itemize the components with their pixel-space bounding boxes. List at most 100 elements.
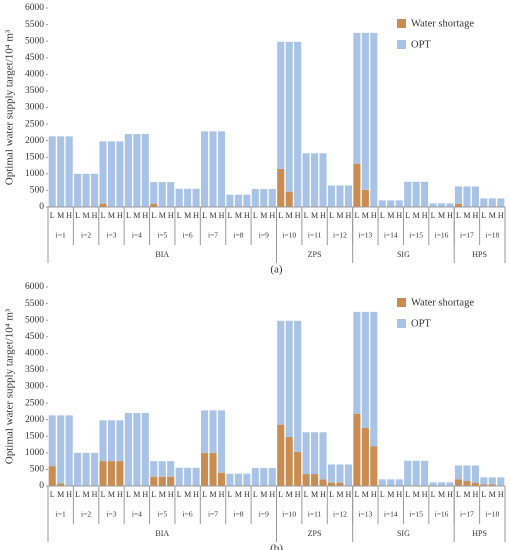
x-tick-label: M (463, 211, 470, 220)
x-tick-label: L (50, 490, 55, 499)
bar-segment (260, 189, 268, 207)
bar-segment (184, 467, 192, 486)
bar-segment (277, 41, 285, 169)
group-label: i=14 (384, 231, 398, 240)
y-tick-label: 5500 (25, 299, 44, 309)
bar-segment (201, 452, 209, 486)
bar-segment (387, 479, 395, 486)
bar-segment (395, 479, 403, 486)
bar-segment (74, 173, 82, 207)
bar-segment (302, 153, 310, 207)
x-tick-label: M (463, 490, 470, 499)
bar-segment (319, 432, 327, 480)
x-tick-label: M (235, 211, 242, 220)
x-tick-label: H (219, 211, 225, 220)
bar-segment (429, 482, 437, 486)
legend-swatch (397, 19, 406, 28)
group-label: i=11 (308, 510, 322, 519)
region-label: ZPS (308, 529, 322, 538)
bar-segment (116, 141, 124, 207)
x-tick-label: M (336, 490, 343, 499)
bar-segment (234, 473, 242, 486)
group-label: i=9 (259, 231, 269, 240)
y-tick-label: 1000 (25, 169, 44, 179)
x-tick-label: H (92, 211, 98, 220)
x-tick-label: L (456, 490, 461, 499)
x-tick-label: M (133, 490, 140, 499)
y-tick-label: 2000 (25, 136, 44, 146)
bar-segment (294, 41, 302, 207)
x-tick-label: L (405, 490, 410, 499)
bar-segment (387, 200, 395, 207)
bar-segment (336, 185, 344, 207)
bar-segment (158, 182, 166, 207)
bar-segment (353, 311, 361, 414)
bar-segment (302, 432, 310, 475)
bar-segment (412, 181, 420, 207)
bar-segment (243, 194, 251, 207)
group-label: i=4 (132, 231, 142, 240)
bar-segment (201, 131, 209, 207)
group-label: i=14 (384, 510, 398, 519)
group-label: i=4 (132, 510, 142, 519)
bar-segment (319, 153, 327, 207)
y-tick-label: 3000 (25, 382, 44, 392)
bar-segment (454, 479, 463, 486)
x-tick-label: L (253, 490, 258, 499)
bar-segment (327, 185, 336, 207)
x-tick-label: L (151, 211, 156, 220)
group-label: i=1 (56, 510, 66, 519)
x-tick-label: L (126, 490, 131, 499)
bar-segment (90, 452, 99, 486)
bar-segment (353, 413, 361, 486)
bar-segment (277, 320, 285, 425)
x-tick-label: M (159, 490, 166, 499)
group-label: i=17 (460, 231, 474, 240)
x-tick-label: M (489, 211, 496, 220)
bar-segment (226, 194, 234, 207)
x-tick-label: M (438, 490, 445, 499)
y-tick-label: 4500 (25, 332, 44, 342)
bar-segment (277, 424, 285, 486)
x-tick-label: H (244, 211, 250, 220)
group-label: i=11 (308, 231, 322, 240)
x-tick-label: L (481, 490, 486, 499)
bar-segment (480, 484, 488, 486)
bar-segment (158, 461, 166, 477)
bar-segment (471, 186, 479, 207)
bar-segment (404, 181, 412, 207)
bar-segment (175, 188, 183, 207)
bar-segment (141, 134, 149, 207)
bar-segment (48, 415, 56, 467)
x-tick-label: H (295, 490, 301, 499)
x-tick-label: H (498, 211, 504, 220)
legend-label: Water shortage (411, 297, 474, 308)
bar-segment (217, 410, 226, 473)
bar-segment (99, 420, 107, 462)
bar-segment (480, 198, 488, 207)
x-tick-label: L (354, 490, 359, 499)
bar-segment (404, 460, 412, 486)
legend-label: OPT (411, 318, 431, 329)
bar-segment (421, 181, 429, 207)
bar-segment (370, 32, 378, 207)
bar-segment (454, 186, 463, 204)
region-label: SIG (397, 529, 410, 538)
x-tick-label: L (278, 490, 283, 499)
x-tick-label: H (142, 490, 148, 499)
x-tick-label: H (168, 211, 174, 220)
y-tick-label: 500 (30, 465, 45, 475)
x-tick-label: L (228, 490, 233, 499)
x-tick-label: H (472, 490, 478, 499)
x-tick-label: M (235, 490, 242, 499)
bar-segment (463, 186, 471, 207)
x-tick-label: L (481, 211, 486, 220)
x-tick-label: H (371, 211, 377, 220)
x-tick-label: M (83, 490, 90, 499)
bar-segment (285, 41, 293, 192)
x-tick-label: H (142, 211, 148, 220)
bar-segment (497, 198, 505, 207)
group-label: i=8 (233, 231, 243, 240)
